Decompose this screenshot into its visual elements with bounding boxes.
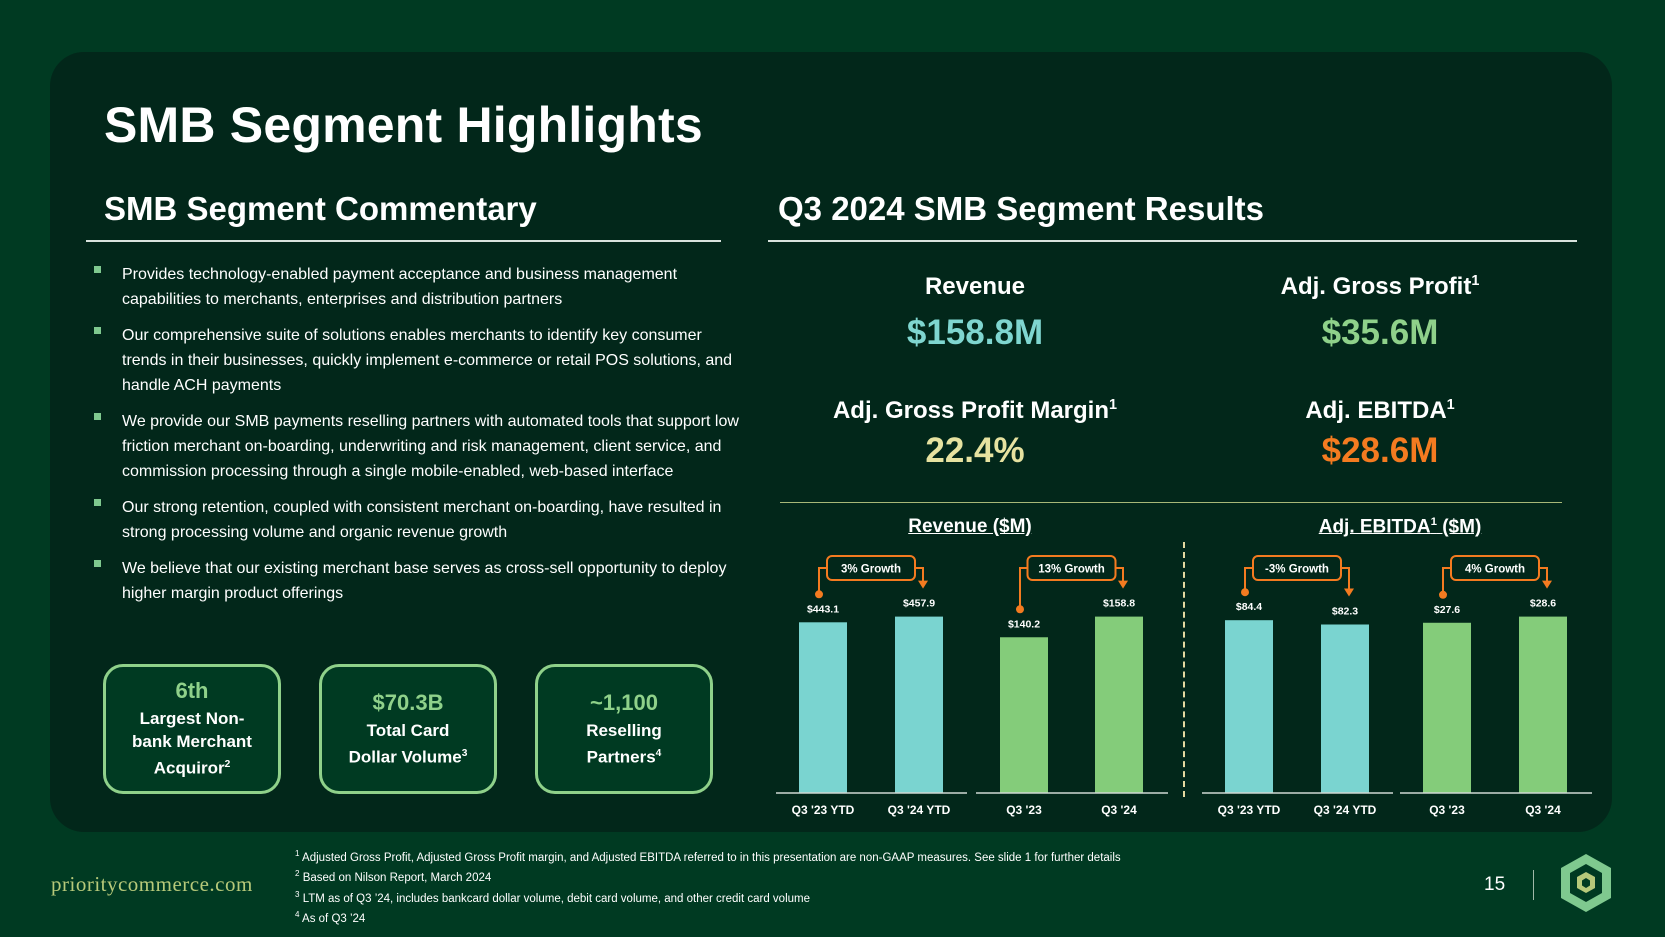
growth-start-dot	[1016, 605, 1024, 614]
stat-box-reselling-partners: ~1,100 Reselling Partners4	[535, 664, 713, 794]
bar-value-label: $84.4	[1236, 601, 1262, 613]
bar-value-label: $158.8	[1103, 598, 1135, 610]
kpi-adj-gross-profit: Adj. Gross Profit1 $35.6M	[1200, 273, 1560, 353]
bar-value-label: $443.1	[807, 603, 839, 615]
growth-arrow-icon	[1542, 580, 1552, 589]
growth-badge	[1450, 555, 1540, 581]
bar-value-label: $82.3	[1332, 605, 1358, 617]
growth-label: 13% Growth	[1038, 564, 1104, 576]
kpi-title: Adj. EBITDA1	[1305, 397, 1455, 424]
site-url: prioritycommerce.com	[51, 872, 253, 896]
growth-arrow-icon	[1118, 580, 1128, 589]
growth-arrow-icon	[1344, 588, 1354, 597]
kpi-title: Revenue	[924, 273, 1026, 300]
bar	[1519, 616, 1567, 793]
footnotes: 1 Adjusted Gross Profit, Adjusted Gross …	[295, 846, 1121, 927]
bar	[1423, 622, 1471, 793]
growth-badge	[1252, 555, 1342, 581]
square-bullet-icon	[94, 499, 101, 506]
x-tick-label: Q3 '23 YTD	[1218, 803, 1281, 817]
kpi-divider	[780, 502, 1562, 503]
square-bullet-icon	[94, 560, 101, 567]
kpi-value: 22.4%	[925, 431, 1025, 470]
list-item: Our comprehensive suite of solutions ena…	[92, 323, 742, 398]
x-tick-label: Q3 '24	[1101, 803, 1137, 817]
stat-value: ~1,100	[590, 689, 658, 715]
kpi-title: Adj. Gross Profit1	[1280, 273, 1480, 300]
growth-start-dot	[815, 590, 823, 599]
stat-box-merchant-rank: 6th Largest Non- bank Merchant Acquiror2	[103, 664, 281, 794]
bar	[895, 616, 943, 793]
bar-value-label: $140.2	[1008, 618, 1040, 630]
stat-label: Largest Non- bank Merchant Acquiror2	[132, 709, 252, 778]
bar-value-label: $28.6	[1530, 598, 1556, 610]
x-tick-label: Q3 '24 YTD	[888, 803, 951, 817]
square-bullet-icon	[94, 413, 101, 420]
growth-badge	[826, 555, 916, 581]
chart-divider	[1183, 542, 1185, 797]
bar	[1000, 637, 1048, 793]
results-heading: Q3 2024 SMB Segment Results	[778, 190, 1265, 227]
growth-arrow-icon	[918, 580, 928, 589]
kpi-revenue: Revenue $158.8M	[795, 273, 1155, 353]
growth-start-dot	[1439, 590, 1447, 599]
x-tick-label: Q3 '23	[1429, 803, 1465, 817]
results-rule	[768, 240, 1577, 242]
x-tick-label: Q3 '23 YTD	[792, 803, 855, 817]
footnote: 2 Based on Nilson Report, March 2024	[295, 869, 492, 885]
slide-title: SMB Segment Highlights	[104, 97, 703, 153]
footnote: 1 Adjusted Gross Profit, Adjusted Gross …	[295, 849, 1121, 864]
x-tick-label: Q3 '24 YTD	[1314, 803, 1377, 817]
square-bullet-icon	[94, 266, 101, 273]
x-tick-label: Q3 '24	[1525, 803, 1561, 817]
stat-value: $70.3B	[372, 689, 444, 715]
list-item: Provides technology-enabled payment acce…	[92, 262, 742, 312]
bar-value-label: $457.9	[903, 598, 935, 610]
stat-label: Total Card Dollar Volume3	[348, 720, 468, 767]
kpi-value: $28.6M	[1321, 431, 1439, 470]
bar-value-label: $27.6	[1434, 604, 1460, 616]
growth-badge	[1026, 555, 1117, 581]
stat-label: Reselling Partners4	[586, 720, 662, 767]
list-item: We believe that our existing merchant ba…	[92, 556, 742, 606]
commentary-heading: SMB Segment Commentary	[104, 190, 537, 227]
bar	[1321, 624, 1369, 793]
stat-box-card-volume: $70.3B Total Card Dollar Volume3	[319, 664, 497, 794]
page-number: 15	[1484, 874, 1506, 895]
kpi-adj-ebitda: Adj. EBITDA1 $28.6M	[1200, 397, 1560, 471]
kpi-value: $158.8M	[906, 313, 1044, 352]
commentary-rule	[86, 240, 721, 242]
footer-separator	[1533, 870, 1534, 900]
square-bullet-icon	[94, 327, 101, 334]
growth-start-dot	[1241, 588, 1249, 597]
list-item: Our strong retention, coupled with consi…	[92, 495, 742, 545]
commentary-list: Provides technology-enabled payment acce…	[92, 262, 742, 617]
kpi-value: $35.6M	[1321, 313, 1439, 352]
footnote: 4 As of Q3 ’24	[295, 909, 366, 925]
kpi-adj-gross-profit-margin: Adj. Gross Profit Margin1 22.4%	[795, 397, 1155, 471]
revenue-chart-title: Revenue ($M)	[908, 516, 1032, 537]
kpi-title: Adj. Gross Profit Margin1	[832, 397, 1118, 424]
growth-label: 4% Growth	[1465, 564, 1525, 576]
growth-label: 3% Growth	[841, 564, 901, 576]
priority-logo-icon	[1561, 854, 1611, 912]
bar	[1225, 620, 1273, 793]
list-item: We provide our SMB payments reselling pa…	[92, 409, 742, 484]
bar	[799, 622, 847, 793]
bar	[1095, 616, 1143, 793]
x-tick-label: Q3 '23	[1006, 803, 1042, 817]
footnote: 3 LTM as of Q3 ’24, includes bankcard do…	[295, 889, 811, 905]
stat-value: 6th	[175, 678, 209, 704]
growth-label: -3% Growth	[1265, 564, 1329, 576]
ebitda-chart-title: Adj. EBITDA1 ($M)	[1318, 516, 1482, 538]
